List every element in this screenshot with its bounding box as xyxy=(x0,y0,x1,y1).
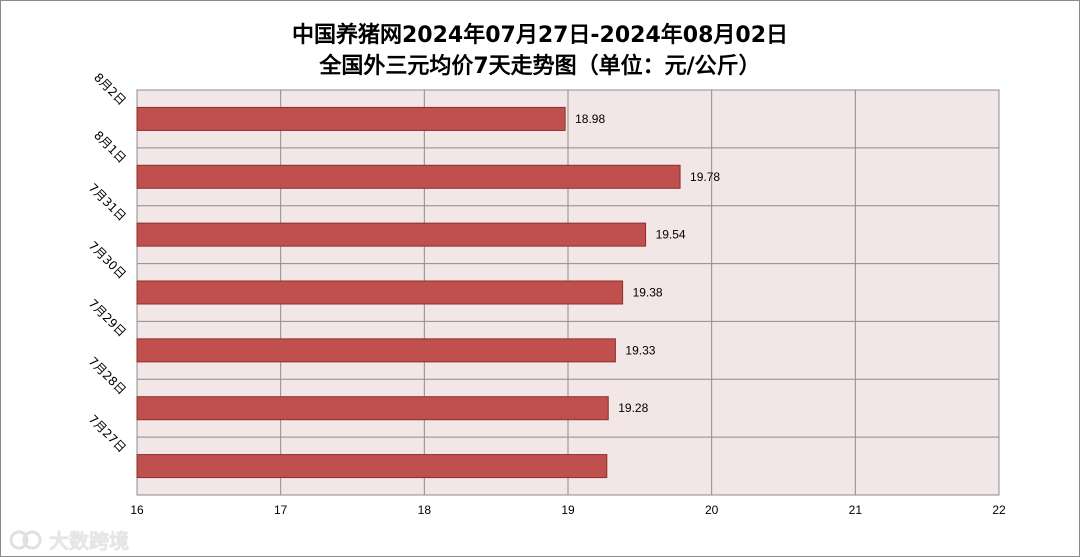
watermark: 大数跨境 xyxy=(9,525,129,554)
bar xyxy=(136,222,647,247)
x-axis-ticks: 16 17 18 19 20 21 22 xyxy=(130,503,1006,517)
x-tick-label: 17 xyxy=(274,503,288,517)
y-axis-ticks: 8月2日 8月1日 7月31日 7月30日 7月29日 7月28日 7月27日 xyxy=(86,70,129,455)
x-tick-label: 21 xyxy=(849,503,863,517)
bar xyxy=(136,396,609,421)
watermark-text: 大数跨境 xyxy=(49,529,129,553)
bar xyxy=(136,338,616,363)
data-label: 19.78 xyxy=(690,170,720,184)
x-tick-label: 19 xyxy=(561,503,575,517)
data-label: 19.38 xyxy=(633,286,663,300)
y-tick-label: 8月2日 xyxy=(91,70,129,108)
bar xyxy=(136,454,608,479)
x-tick-label: 18 xyxy=(418,503,432,517)
watermark-logo-icon xyxy=(9,530,42,549)
y-tick-label: 7月27日 xyxy=(86,412,129,455)
y-tick-label: 7月29日 xyxy=(86,296,129,339)
data-label: 19.54 xyxy=(656,228,686,242)
y-tick-label: 7月31日 xyxy=(86,181,129,224)
data-label: 19.28 xyxy=(618,401,648,415)
chart-title: 中国养猪网2024年07月27日-2024年08月02日 xyxy=(291,23,789,48)
data-labels: 18.98 19.78 19.54 19.38 19.33 19.28 xyxy=(575,112,720,415)
bars xyxy=(136,106,681,479)
data-label: 19.33 xyxy=(625,343,655,357)
x-tick-label: 22 xyxy=(992,503,1006,517)
y-tick-label: 7月28日 xyxy=(86,354,129,397)
x-tick-label: 16 xyxy=(130,503,144,517)
y-tick-label: 7月30日 xyxy=(86,239,129,282)
bar xyxy=(136,164,681,189)
bar xyxy=(136,280,624,305)
data-label: 18.98 xyxy=(575,112,605,126)
y-tick-label: 8月1日 xyxy=(91,128,129,166)
chart-subtitle: 全国外三元均价7天走势图（单位：元/公斤） xyxy=(319,54,761,79)
x-tick-label: 20 xyxy=(705,503,719,517)
bar xyxy=(136,106,566,131)
